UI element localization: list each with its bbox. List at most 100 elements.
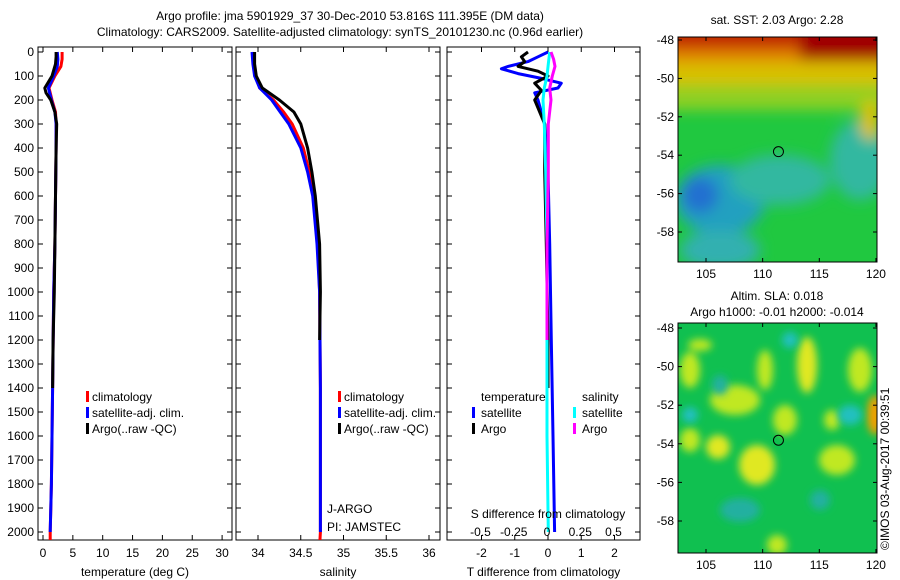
- series-line-satellite-adj-clim-: [250, 51, 322, 532]
- series-lines: [43, 51, 64, 540]
- y-tick-label: 1600: [7, 429, 34, 443]
- y-tick-label: -52: [657, 110, 675, 124]
- legend-label: Argo(..raw -QC): [92, 422, 177, 436]
- legend-swatch-climatology: [338, 391, 341, 402]
- map-frame: [677, 36, 878, 263]
- legend-swatch-satellite: [86, 407, 89, 418]
- x-tick-label: 0: [40, 546, 47, 560]
- series-line-argo: [253, 52, 322, 341]
- legend-label: satellite-adj. clim.: [92, 406, 184, 420]
- float-program: J-ARGO: [327, 502, 372, 516]
- salinity-profile-panel: 34 34.5 35 35.5 36 salinity: [235, 46, 441, 579]
- y-tick-label: 300: [14, 117, 34, 131]
- difference-profile-panel: -2 -1 0 1 2 T difference from climatology -0.5…: [446, 46, 641, 579]
- y-tick-label: 1100: [8, 309, 34, 323]
- y-tick-label: 1800: [7, 477, 34, 491]
- secondary-x-tick-label: 0.25: [569, 525, 593, 539]
- y-tick-label: 0: [27, 45, 34, 59]
- x-axis-label: T difference from climatology: [467, 565, 621, 579]
- x-axis-label: temperature (deg C): [81, 565, 189, 579]
- x-tick-label: 25: [186, 546, 200, 560]
- argo-location-marker: [772, 434, 784, 446]
- secondary-x-axis-label: S difference from climatology: [471, 507, 626, 521]
- sla-map-subtitle: Argo h1000: -0.01 h2000: -0.014: [690, 305, 864, 319]
- sst-map-title: sat. SST: 2.03 Argo: 2.28: [711, 13, 844, 27]
- series-line-argo: [43, 52, 59, 389]
- float-pi: PI: JAMSTEC: [327, 520, 401, 534]
- sla-map-axes: 105 110 115 120 -48 -50 -52 -54 -56 -58: [657, 321, 887, 572]
- legend-label: climatology: [344, 390, 404, 404]
- x-tick-label: 2: [611, 546, 618, 560]
- x-tick-label: 35.5: [375, 546, 399, 560]
- x-tick-label: 20: [156, 546, 170, 560]
- y-tick-label: -58: [657, 225, 675, 239]
- x-tick-label: 105: [696, 558, 716, 572]
- temperature-profile-panel: 0100200300400500600700800900100011001200…: [7, 45, 233, 579]
- plot-frame: [235, 46, 441, 541]
- series-line-salinity-argo: [545, 51, 557, 340]
- y-tick-label: -48: [657, 321, 675, 335]
- secondary-x-tick-label: 0.5: [605, 525, 622, 539]
- map-frame: [677, 322, 878, 554]
- x-tick-label: -1: [509, 546, 520, 560]
- legend-label: satellite: [481, 406, 522, 420]
- legend-swatch-satellite: [338, 407, 341, 418]
- legend-label: Argo(..raw -QC): [344, 422, 429, 436]
- y-tick-label: 2000: [7, 525, 34, 539]
- legend-label: satellite: [582, 406, 623, 420]
- y-tick-label: -54: [657, 148, 675, 162]
- legend-swatch-sal-argo: [573, 423, 576, 434]
- y-tick-label: 200: [14, 93, 34, 107]
- x-tick-label: 1: [578, 546, 585, 560]
- x-tick-label: 120: [866, 267, 886, 281]
- series-line-salinity-satellite: [541, 51, 552, 533]
- legend-swatch-argo: [338, 423, 341, 434]
- y-tick-label: -58: [657, 514, 675, 528]
- y-tick-label: 100: [14, 69, 34, 83]
- legend-label: satellite-adj. clim.: [344, 406, 436, 420]
- y-tick-label: 1200: [7, 333, 34, 347]
- salinity-legend: climatology satellite-adj. clim. Argo(..…: [338, 390, 436, 436]
- sla-map-title: Altim. SLA: 0.018: [731, 289, 824, 303]
- y-tick-label: 400: [14, 141, 34, 155]
- legend-label: Argo: [582, 422, 608, 436]
- difference-legend: temperature satellite Argo salinity sate…: [472, 390, 623, 436]
- legend-swatch-argo: [86, 423, 89, 434]
- x-tick-label: 110: [753, 558, 772, 572]
- y-tick-label: 800: [14, 237, 34, 251]
- y-tick-label: 1700: [7, 453, 34, 467]
- y-tick-label: 600: [14, 189, 34, 203]
- legend-swatch-temp-satellite: [472, 407, 475, 418]
- sst-heatmap: [678, 37, 877, 262]
- x-tick-label: 5: [70, 546, 77, 560]
- legend-swatch-temp-argo: [472, 423, 475, 434]
- sla-heatmap: [678, 323, 877, 553]
- y-tick-label: 1300: [7, 357, 34, 371]
- y-tick-label: 1500: [7, 405, 34, 419]
- secondary-x-tick-label: 0: [544, 525, 551, 539]
- legend-label: climatology: [92, 390, 152, 404]
- plot-frame: [37, 46, 233, 541]
- legend-swatch-climatology: [86, 391, 89, 402]
- x-tick-label: 115: [810, 558, 829, 572]
- x-tick-label: 0: [545, 546, 552, 560]
- x-tick-label: 105: [696, 267, 716, 281]
- y-tick-label: 700: [14, 213, 34, 227]
- imos-watermark: ©IMOS 03-Aug-2017 00:39:51: [878, 387, 892, 550]
- y-tick-label: -56: [657, 187, 675, 201]
- y-tick-label: 900: [14, 261, 34, 275]
- y-tick-label: 1000: [7, 285, 34, 299]
- secondary-x-tick-label: -0.25: [500, 525, 528, 539]
- y-tick-label: 1400: [7, 381, 34, 395]
- series-line-temperature-satellite: [499, 50, 563, 533]
- secondary-x-tick-label: -0.5: [470, 525, 491, 539]
- y-tick-label: -50: [657, 360, 675, 374]
- series-lines: [250, 51, 322, 540]
- sla-background: [678, 323, 877, 553]
- x-tick-label: 36: [422, 546, 436, 560]
- legend-heading-salinity: salinity: [582, 390, 619, 404]
- plot-frame: [446, 46, 641, 541]
- legend-heading-temperature: temperature: [481, 390, 546, 404]
- x-tick-label: 120: [866, 558, 886, 572]
- y-tick-label: 500: [14, 165, 34, 179]
